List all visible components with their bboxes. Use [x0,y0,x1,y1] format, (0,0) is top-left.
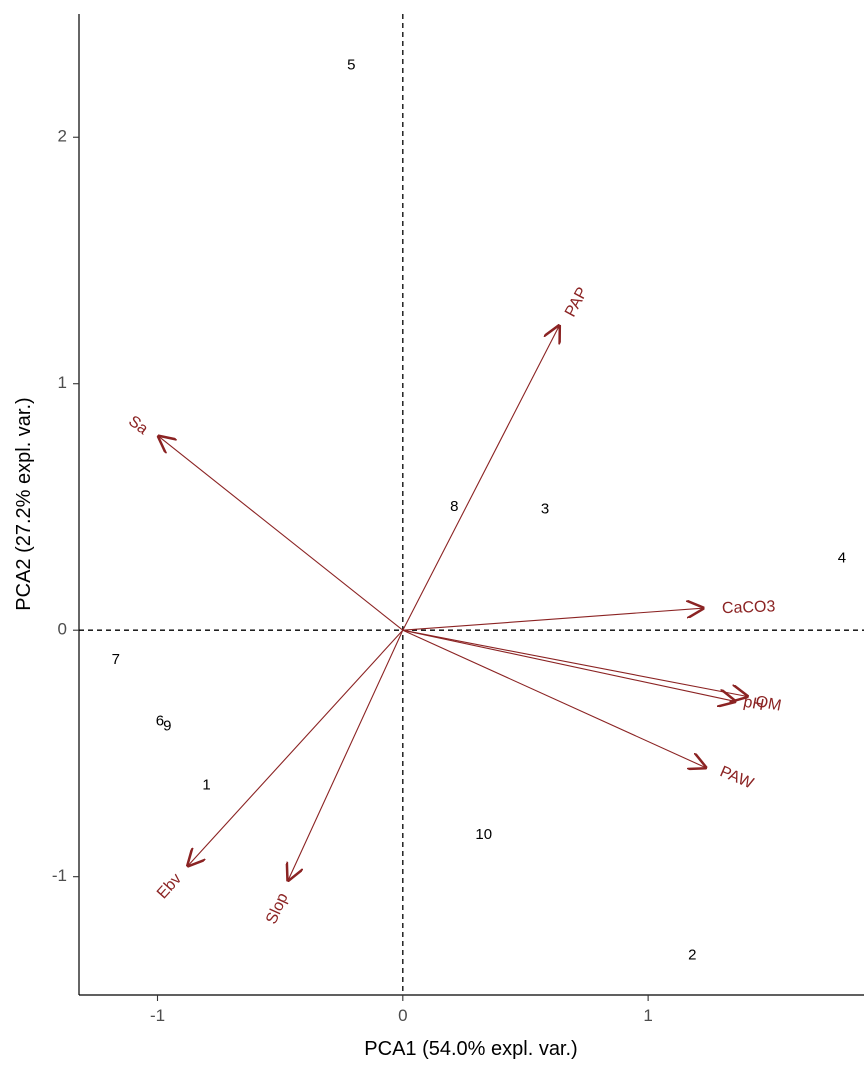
loading-arrow-slop [288,629,404,881]
x-tick-label: -1 [150,1006,165,1025]
loading-arrow-ph [402,629,737,701]
reference-lines [79,14,864,995]
y-tick-label: -1 [52,866,67,885]
loading-arrow-pap [402,325,560,631]
point-label-5: 5 [347,57,355,74]
loading-label-slop: Slop [263,890,292,926]
point-label-6: 6 [156,712,164,729]
point-label-3: 3 [541,500,549,517]
y-tick-label: 0 [58,620,67,639]
x-axis-title: PCA1 (54.0% expl. var.) [364,1038,577,1060]
loading-arrow-caco3 [402,608,705,631]
observation-labels: 1 2 3 4 5 6 7 8 9 10 [112,57,846,964]
loading-label-om: OM [754,693,783,715]
x-tick-label: 1 [643,1006,652,1025]
loading-arrow-sa [158,435,404,631]
loading-arrow-ebv [187,629,404,867]
point-label-10: 10 [475,826,492,843]
y-tick-label: 2 [58,127,67,146]
point-label-9: 9 [163,717,171,734]
loading-label-caco3: CaCO3 [722,598,776,617]
loading-arrow-paw [402,629,707,768]
loading-label-pap: PAP [562,285,591,320]
loading-label-ebv: Ebv [154,870,185,902]
loading-arrow-om [402,629,749,697]
loading-label-paw: PAW [717,763,756,793]
point-label-8: 8 [450,498,458,515]
loading-label-sa: Sa [125,413,151,438]
y-ticks: -1 0 1 2 [52,127,79,885]
axes [78,14,864,996]
y-axis-title: PCA2 (27.2% expl. var.) [13,397,35,610]
point-label-1: 1 [202,776,210,793]
x-ticks: -1 0 1 [150,995,653,1025]
point-label-4: 4 [838,550,846,567]
loading-label-ph: pH [742,694,765,715]
x-tick-label: 0 [398,1006,407,1025]
point-label-7: 7 [112,651,120,668]
y-tick-label: 1 [58,373,67,392]
point-label-2: 2 [688,947,696,964]
